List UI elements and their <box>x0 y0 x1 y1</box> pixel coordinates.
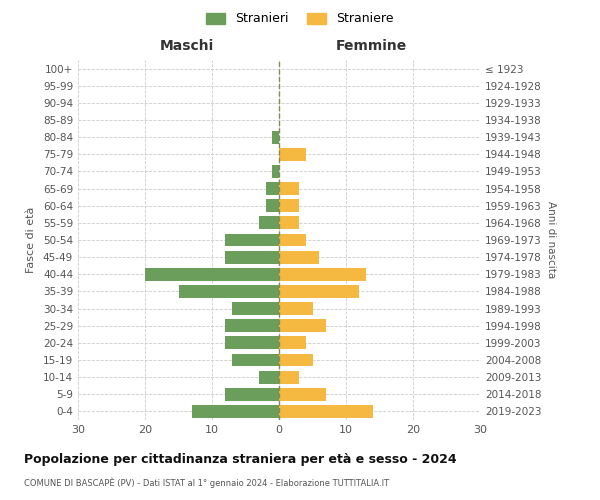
Bar <box>279 234 306 246</box>
Text: Femmine: Femmine <box>336 39 407 53</box>
Bar <box>226 336 279 349</box>
Bar <box>179 285 279 298</box>
Bar <box>279 320 326 332</box>
Bar <box>226 250 279 264</box>
Bar <box>279 216 299 230</box>
Text: COMUNE DI BASCAPÈ (PV) - Dati ISTAT al 1° gennaio 2024 - Elaborazione TUTTITALIA: COMUNE DI BASCAPÈ (PV) - Dati ISTAT al 1… <box>24 478 389 488</box>
Bar <box>279 354 313 366</box>
Bar <box>259 216 279 230</box>
Legend: Stranieri, Straniere: Stranieri, Straniere <box>200 6 400 32</box>
Bar <box>279 405 373 418</box>
Bar <box>145 268 279 280</box>
Text: Popolazione per cittadinanza straniera per età e sesso - 2024: Popolazione per cittadinanza straniera p… <box>24 452 457 466</box>
Bar <box>266 182 279 195</box>
Bar <box>279 336 306 349</box>
Bar <box>279 148 306 160</box>
Bar <box>259 370 279 384</box>
Bar <box>232 354 279 366</box>
Bar <box>226 320 279 332</box>
Bar <box>226 234 279 246</box>
Bar <box>272 130 279 143</box>
Bar <box>279 182 299 195</box>
Bar <box>279 285 359 298</box>
Bar <box>232 302 279 315</box>
Bar <box>279 250 319 264</box>
Bar <box>266 200 279 212</box>
Bar <box>279 302 313 315</box>
Y-axis label: Anni di nascita: Anni di nascita <box>545 202 556 278</box>
Bar <box>192 405 279 418</box>
Bar <box>279 370 299 384</box>
Bar <box>279 200 299 212</box>
Bar <box>279 268 366 280</box>
Bar <box>272 165 279 178</box>
Text: Maschi: Maschi <box>160 39 214 53</box>
Bar <box>226 388 279 400</box>
Bar <box>279 388 326 400</box>
Y-axis label: Fasce di età: Fasce di età <box>26 207 36 273</box>
